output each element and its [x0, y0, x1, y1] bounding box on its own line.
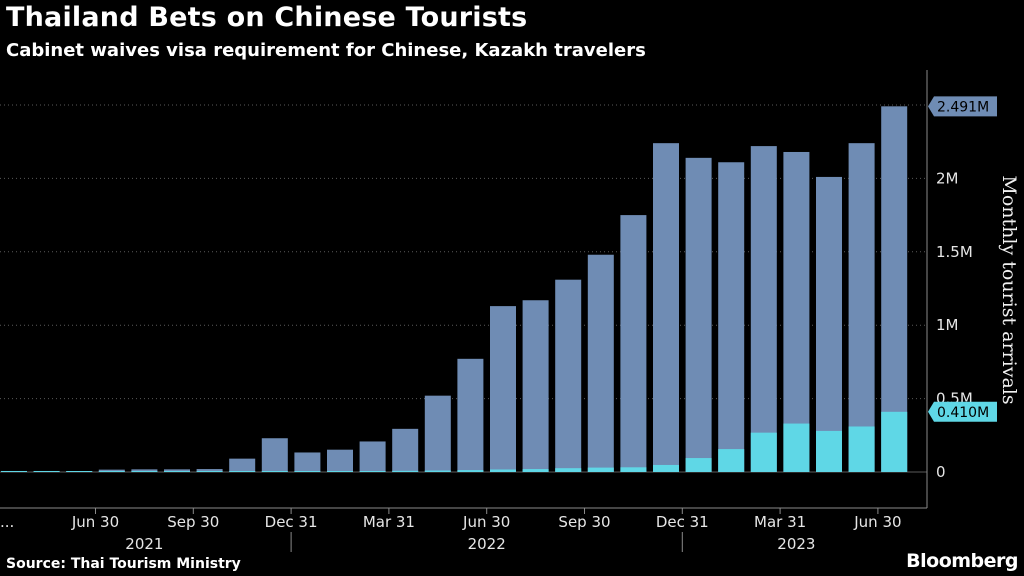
bar-china-2021-10 [196, 471, 223, 472]
callout-box [928, 401, 997, 422]
bar-total-2022-11 [620, 215, 647, 472]
callout-box [928, 96, 997, 117]
bar-total-2022-04 [392, 428, 419, 472]
bar-total-2022-03 [359, 441, 386, 472]
bar-total-2021-12 [261, 438, 288, 472]
bar-china-2022-03 [359, 471, 386, 472]
x-tick-label: Sep 30 [167, 513, 219, 531]
chart-subtitle: Cabinet waives visa requirement for Chin… [6, 40, 646, 61]
y-axis-title: Monthly tourist arrivals [998, 175, 1020, 404]
bar-total-2023-04 [783, 151, 810, 472]
bar-china-2022-06 [457, 470, 484, 472]
bar-china-2021-08 [131, 471, 158, 472]
bar-china-2023-07 [881, 411, 908, 472]
x-tick-label: Mar 31 [363, 513, 415, 531]
bar-china-2022-02 [327, 471, 353, 472]
bar-total-2023-02 [718, 162, 745, 472]
bar-total-2023-05 [816, 176, 842, 472]
bar-total-2023-06 [848, 143, 875, 472]
bar-total-2022-12 [653, 143, 679, 472]
bar-total-2021-11 [229, 458, 256, 472]
bar-total-2022-05 [424, 395, 451, 472]
bar-total-2021-07 [98, 469, 125, 472]
bar-china-2022-10 [587, 467, 614, 472]
bar-total-2022-10 [587, 254, 614, 472]
bar-total-2022-02 [327, 449, 353, 472]
bar-china-2023-03 [750, 432, 777, 472]
x-tick-label-leading: ... [0, 513, 14, 531]
source-note: Source: Thai Tourism Ministry [6, 556, 241, 572]
bar-china-2022-04 [392, 470, 419, 472]
year-label: 2022 [468, 535, 506, 553]
bar-china-2021-09 [164, 471, 190, 472]
bar-china-2023-06 [848, 426, 875, 472]
bar-total-2022-09 [555, 279, 582, 472]
bar-china-2021-12 [261, 471, 288, 472]
bar-china-2021-05 [33, 471, 60, 472]
y-tick-label: 0 [936, 463, 946, 481]
bar-total-2021-08 [131, 469, 158, 472]
bar-china-2022-09 [555, 468, 582, 472]
x-tick-label: Jun 30 [462, 513, 510, 531]
y-tick-label: 2M [936, 169, 959, 187]
callout-china: 0.410M [928, 401, 997, 422]
callout-label: 0.410M [937, 405, 989, 421]
bar-china-2022-11 [620, 467, 647, 472]
callout-total: 2.491M [928, 96, 997, 117]
y-tick-label: 1.5M [936, 243, 973, 261]
bar-total-2022-01 [294, 452, 321, 472]
bar-total-2023-07 [881, 106, 908, 472]
bar-total-2022-07 [490, 306, 516, 472]
bar-china-2022-08 [522, 469, 549, 472]
bar-china-2021-07 [98, 471, 125, 472]
bar-total-2021-09 [164, 469, 190, 472]
bar-total-2022-08 [522, 300, 549, 472]
bar-total-2023-03 [750, 146, 777, 472]
bar-china-2023-01 [685, 458, 712, 472]
bar-china-2021-06 [66, 471, 93, 472]
x-tick-label: Dec 31 [656, 513, 709, 531]
bar-china-2022-12 [653, 464, 679, 472]
x-tick-label: Sep 30 [558, 513, 610, 531]
bar-china-2022-05 [424, 470, 451, 472]
bar-china-2021-04 [1, 471, 27, 472]
bloomberg-logo: Bloomberg [906, 550, 1018, 572]
x-tick-label: Dec 31 [265, 513, 318, 531]
chart-title: Thailand Bets on Chinese Tourists [6, 2, 528, 33]
bar-china-2023-04 [783, 423, 810, 472]
bar-china-2021-11 [229, 471, 256, 472]
y-tick-label: 1M [936, 316, 959, 334]
bar-total-2023-01 [685, 157, 712, 472]
year-label: 2023 [777, 535, 815, 553]
callout-label: 2.491M [937, 99, 989, 115]
x-tick-label: Mar 31 [754, 513, 806, 531]
x-tick-label: Jun 30 [853, 513, 901, 531]
bar-china-2022-07 [490, 469, 516, 472]
bar-china-2023-02 [718, 449, 745, 472]
bar-china-2023-05 [816, 430, 842, 472]
bar-total-2022-06 [457, 358, 484, 472]
year-label: 2021 [125, 535, 163, 553]
bar-total-2021-10 [196, 469, 223, 472]
x-tick-label: Jun 30 [71, 513, 119, 531]
bar-china-2022-01 [294, 471, 321, 472]
